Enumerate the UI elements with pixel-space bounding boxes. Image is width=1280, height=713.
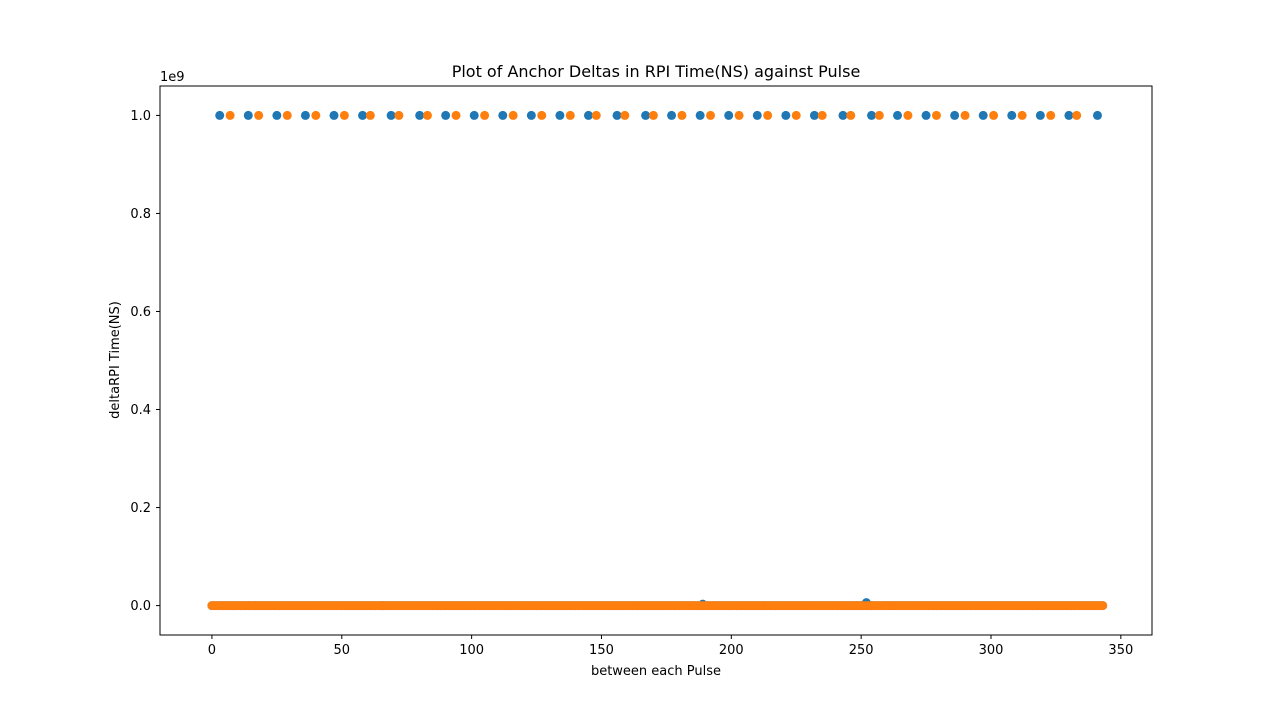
data-point-series-2 xyxy=(565,110,575,120)
data-point-series-1 xyxy=(667,110,677,120)
data-point-series-1 xyxy=(950,110,960,120)
data-point-series-2 xyxy=(537,110,547,120)
y-tick-label: 0.2 xyxy=(130,501,151,516)
data-point-series-2 xyxy=(365,110,375,120)
data-point-series-1 xyxy=(724,110,734,120)
x-tick-label: 250 xyxy=(849,643,874,658)
data-point-series-2 xyxy=(931,110,941,120)
x-tick-label: 150 xyxy=(589,643,614,658)
y-tick-label: 0.6 xyxy=(130,305,151,320)
data-point-series-1 xyxy=(243,110,253,120)
data-point-series-2 xyxy=(508,110,518,120)
data-point-series-2 xyxy=(422,110,432,120)
data-point-series-1 xyxy=(1064,110,1074,120)
data-point-series-2 xyxy=(480,110,490,120)
x-tick-label: 50 xyxy=(334,643,351,658)
data-point-series-2 xyxy=(903,110,913,120)
data-point-series-2 xyxy=(763,110,773,120)
data-point-series-1 xyxy=(867,110,877,120)
y-tick-label: 0.4 xyxy=(130,403,151,418)
data-point-series-2 xyxy=(591,110,601,120)
plot-layer xyxy=(207,110,1108,611)
data-point-series-2 xyxy=(989,110,999,120)
data-point-series-1 xyxy=(695,110,705,120)
data-point-series-2 xyxy=(451,110,461,120)
data-point-series-1 xyxy=(441,110,451,120)
data-point-series-1 xyxy=(215,110,225,120)
data-point-series-1 xyxy=(1007,110,1017,120)
plot-frame xyxy=(159,85,1153,636)
x-axis-label: between each Pulse xyxy=(591,664,721,679)
axes-layer: 0 50 100 150 200 250 300 350 0.0 0.2 0.4 0.6 0.8 1.0 xyxy=(130,109,1133,658)
data-point-series-1 xyxy=(838,110,848,120)
data-point-series-1 xyxy=(300,110,310,120)
data-point-series-1 xyxy=(329,110,339,120)
data-point-series-2 xyxy=(1072,110,1082,120)
y-tick-label: 0.8 xyxy=(130,207,151,222)
x-tick-label: 300 xyxy=(979,643,1004,658)
data-point-series-1 xyxy=(809,110,819,120)
x-tick-label: 350 xyxy=(1108,643,1133,658)
data-point-series-2 xyxy=(311,110,321,120)
data-point-series-2 xyxy=(282,110,292,120)
data-point-series-2 xyxy=(339,110,349,120)
data-point-series-1 xyxy=(612,110,622,120)
data-point-series-2 xyxy=(677,110,687,120)
data-point-series-1 xyxy=(386,110,396,120)
data-point-series-2 xyxy=(394,110,404,120)
data-point-series-2 xyxy=(960,110,970,120)
data-point-series-1 xyxy=(1092,110,1102,120)
y-axis-label: deltaRPI Time(NS) xyxy=(108,301,123,419)
data-point-series-2 xyxy=(846,110,856,120)
data-point-series-2 xyxy=(817,110,827,120)
data-point-series-1 xyxy=(752,110,762,120)
data-point-series-2 xyxy=(874,110,884,120)
y-tick-label: 0.0 xyxy=(130,599,151,614)
data-point-series-2 xyxy=(791,110,801,120)
data-point-series-1 xyxy=(921,110,931,120)
chart-title: Plot of Anchor Deltas in RPI Time(NS) ag… xyxy=(452,62,861,81)
data-point-series-1 xyxy=(1035,110,1045,120)
x-tick-label: 200 xyxy=(719,643,744,658)
data-point-series-1 xyxy=(526,110,536,120)
data-point-series-1 xyxy=(641,110,651,120)
x-tick-label: 100 xyxy=(459,643,484,658)
data-point-series-2 xyxy=(620,110,630,120)
data-point-series-1 xyxy=(583,110,593,120)
data-point-series-2 xyxy=(1046,110,1056,120)
data-point-series-2 xyxy=(254,110,264,120)
data-point-series-1 xyxy=(272,110,282,120)
data-point-series-1 xyxy=(555,110,565,120)
data-point-series-1 xyxy=(469,110,479,120)
data-point-series-2 xyxy=(706,110,716,120)
data-point-series-1 xyxy=(498,110,508,120)
data-point-series-2 xyxy=(648,110,658,120)
data-point-series-1 xyxy=(415,110,425,120)
y-offset-label: 1e9 xyxy=(160,70,185,85)
data-point-series-1 xyxy=(781,110,791,120)
y-tick-label: 1.0 xyxy=(130,109,151,124)
data-point-series-1 xyxy=(358,110,368,120)
x-tick-label: 0 xyxy=(208,643,216,658)
data-point-series-1 xyxy=(978,110,988,120)
data-point-series-2 xyxy=(1098,601,1108,611)
data-point-series-2 xyxy=(225,110,235,120)
data-point-series-1 xyxy=(893,110,903,120)
data-point-series-2 xyxy=(734,110,744,120)
data-point-series-2 xyxy=(1017,110,1027,120)
